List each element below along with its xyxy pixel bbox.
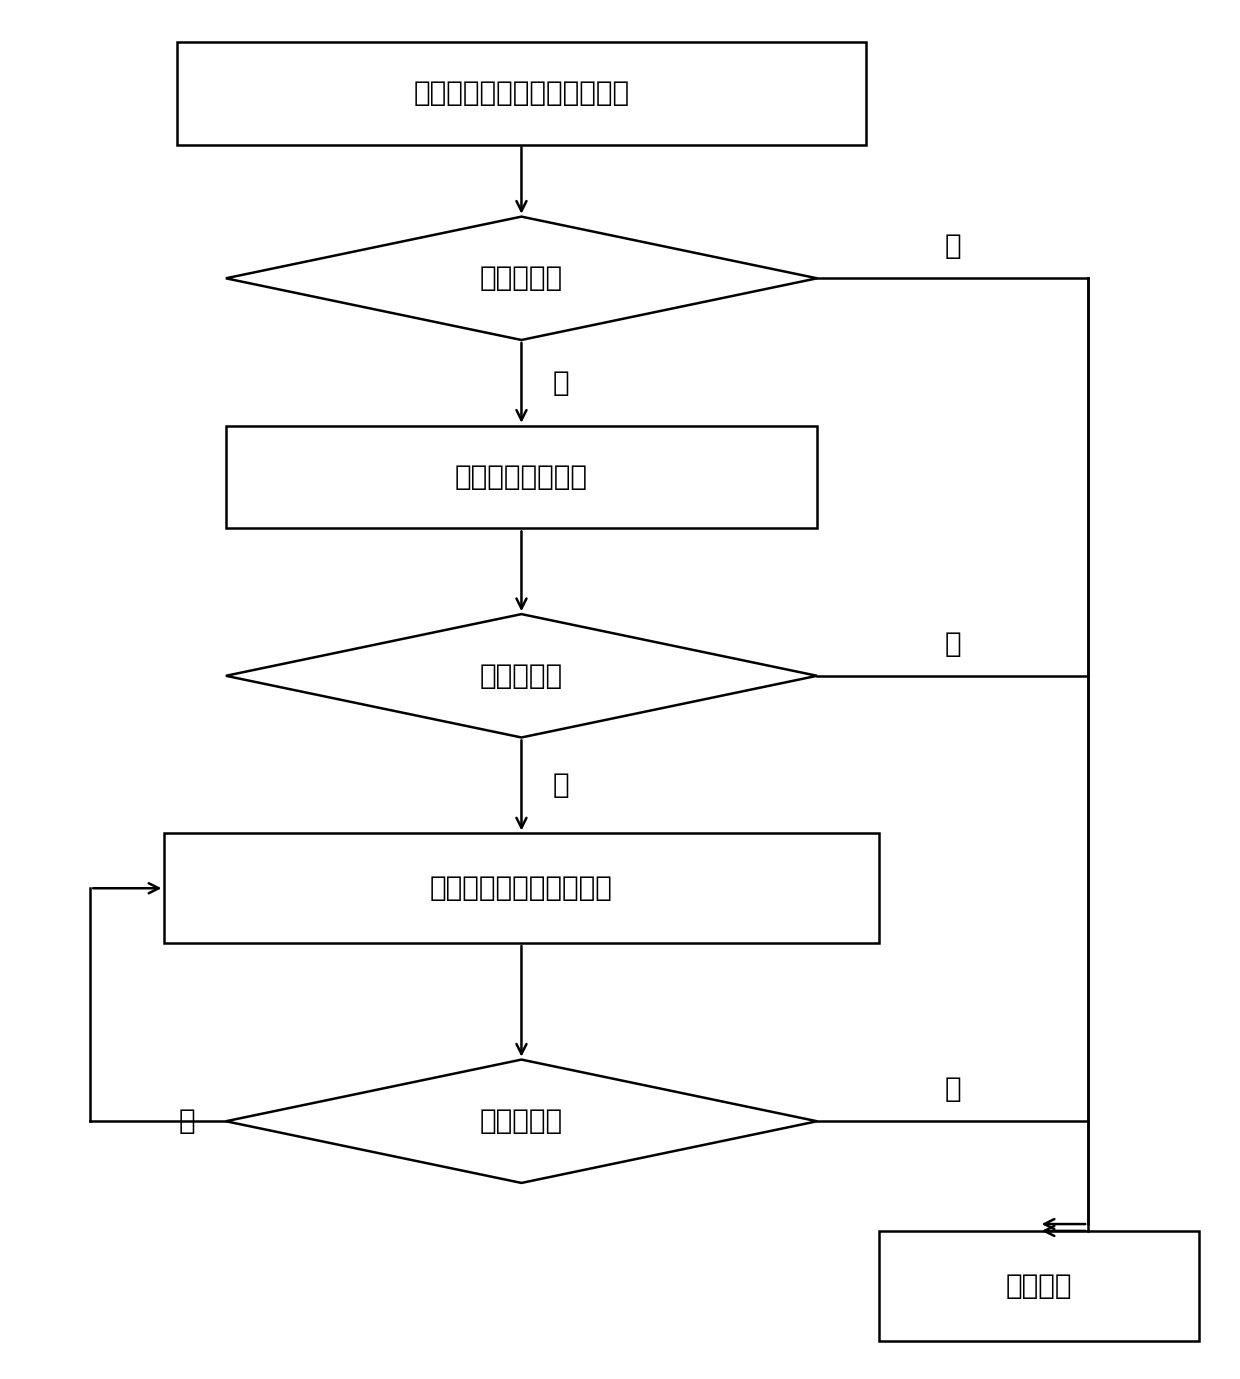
Text: 残差量判断: 残差量判断 — [480, 265, 563, 292]
Text: 否: 否 — [552, 368, 569, 397]
Polygon shape — [226, 1059, 817, 1183]
Text: 基于寻优算法的信号稀疏分解: 基于寻优算法的信号稀疏分解 — [413, 79, 630, 108]
Text: 下一个最佳匹配原子优化: 下一个最佳匹配原子优化 — [430, 874, 613, 902]
Bar — [226, 426, 817, 528]
Bar — [879, 1231, 1199, 1340]
Text: 最佳匹配原子优化: 最佳匹配原子优化 — [455, 463, 588, 491]
Text: 否: 否 — [552, 771, 569, 800]
Text: 是: 是 — [944, 1076, 961, 1103]
Polygon shape — [226, 614, 817, 738]
Text: 是: 是 — [944, 630, 961, 658]
Text: 残差量判断: 残差量判断 — [480, 662, 563, 690]
Text: 残差量判断: 残差量判断 — [480, 1107, 563, 1135]
Polygon shape — [226, 217, 817, 341]
Text: 信号重构: 信号重构 — [1006, 1271, 1073, 1300]
Text: 否: 否 — [179, 1107, 195, 1135]
Bar — [176, 41, 867, 145]
Bar — [164, 833, 879, 943]
Text: 是: 是 — [944, 233, 961, 261]
